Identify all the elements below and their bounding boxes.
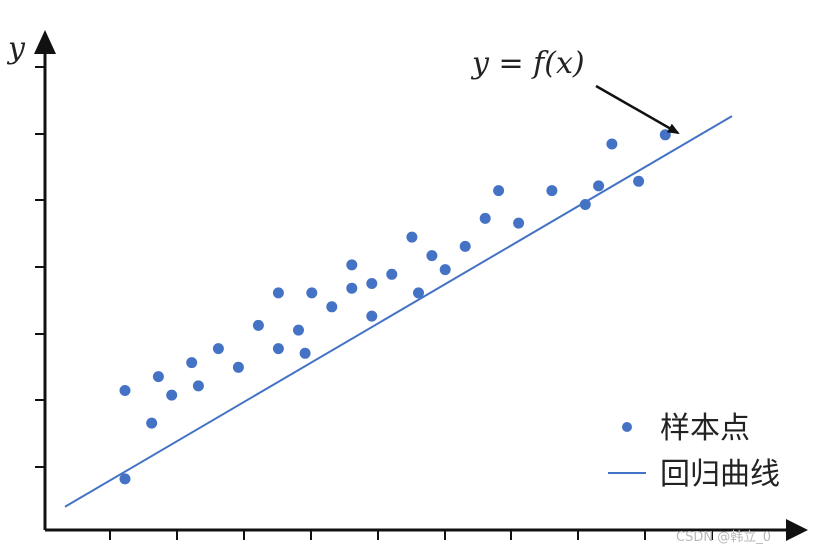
y-axis-ticks bbox=[35, 66, 45, 468]
sample-point-4 bbox=[152, 371, 164, 383]
sample-point-22 bbox=[406, 231, 418, 243]
sample-point-1 bbox=[119, 473, 131, 485]
x-axis-ticks bbox=[109, 530, 713, 540]
sample-point-5 bbox=[166, 389, 178, 401]
sample-point-13 bbox=[293, 324, 304, 336]
sample-point-29 bbox=[513, 217, 525, 229]
sample-point-15 bbox=[306, 287, 318, 299]
sample-point-9 bbox=[232, 361, 244, 373]
sample-point-6 bbox=[186, 357, 198, 369]
sample-point-35 bbox=[659, 129, 671, 141]
sample-point-27 bbox=[479, 212, 491, 224]
sample-point-19 bbox=[366, 310, 378, 322]
legend-marker-points bbox=[622, 422, 632, 432]
sample-point-33 bbox=[606, 138, 618, 150]
sample-point-30 bbox=[546, 185, 558, 197]
sample-point-18 bbox=[346, 259, 358, 271]
legend-label-points: 样本点 bbox=[660, 411, 750, 446]
axes bbox=[34, 30, 808, 541]
sample-point-26 bbox=[459, 240, 471, 252]
sample-point-23 bbox=[413, 287, 424, 299]
sample-point-28 bbox=[493, 185, 505, 197]
y-axis-label: y bbox=[6, 31, 26, 66]
sample-point-20 bbox=[366, 278, 378, 289]
x-axis-arrow bbox=[786, 519, 808, 541]
function-annotation: y = f(x) bbox=[470, 46, 680, 135]
sample-point-10 bbox=[252, 319, 264, 331]
regression-line bbox=[64, 115, 733, 508]
sample-point-16 bbox=[326, 301, 338, 313]
sample-point-25 bbox=[439, 264, 451, 276]
sample-point-14 bbox=[299, 347, 311, 359]
sample-point-34 bbox=[633, 175, 645, 187]
sample-point-7 bbox=[192, 380, 204, 392]
sample-point-8 bbox=[212, 343, 224, 355]
sample-point-17 bbox=[346, 282, 358, 294]
annotation-arrow bbox=[595, 84, 680, 135]
legend: 样本点 回归曲线 bbox=[608, 411, 780, 492]
watermark: CSDN @韩立_0 bbox=[676, 530, 771, 545]
sample-point-24 bbox=[426, 250, 438, 262]
sample-points-layer bbox=[119, 129, 671, 485]
sample-point-3 bbox=[146, 417, 158, 429]
sample-point-32 bbox=[593, 180, 605, 192]
y-axis-arrow bbox=[34, 30, 56, 54]
sample-point-11 bbox=[272, 343, 284, 355]
sample-point-12 bbox=[272, 287, 284, 299]
annotation-label: y = f(x) bbox=[470, 46, 585, 81]
regression-line-layer bbox=[64, 115, 733, 508]
legend-label-line: 回归曲线 bbox=[660, 457, 780, 492]
sample-point-2 bbox=[119, 385, 131, 396]
sample-point-31 bbox=[579, 199, 591, 210]
sample-point-21 bbox=[386, 268, 398, 280]
